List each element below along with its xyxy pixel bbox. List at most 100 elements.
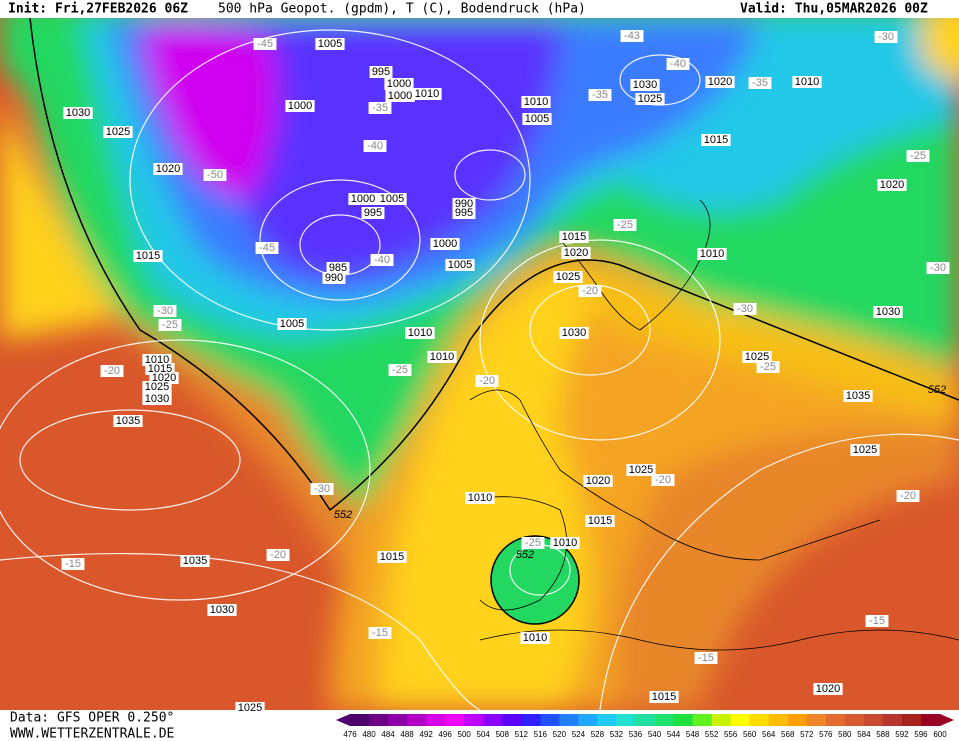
- label-box: [748, 77, 772, 89]
- temperature-label: -40: [367, 140, 383, 152]
- temperature-label: -40: [374, 254, 390, 266]
- label-box: [235, 702, 265, 714]
- label-box: [326, 262, 350, 274]
- label-box: [348, 193, 378, 205]
- temperature-label: -20: [270, 549, 286, 561]
- label-box: [705, 76, 735, 88]
- pressure-label: 1020: [708, 76, 732, 88]
- label-box: [384, 78, 414, 90]
- colorbar-cell: [901, 714, 922, 726]
- label-box: [113, 415, 143, 427]
- pressure-label: 1020: [880, 179, 904, 191]
- temperature-label: -40: [670, 58, 686, 70]
- temperature-label: -35: [752, 77, 768, 89]
- label-box: [521, 96, 551, 108]
- map-title: 500 hPa Geopot. (gpdm), T (C), Bodendruc…: [218, 2, 586, 17]
- colorbar-cell: [483, 714, 503, 726]
- colorbar-tick-label: 556: [724, 730, 738, 739]
- pressure-label: 990: [325, 272, 343, 284]
- temperature-label: -15: [372, 627, 388, 639]
- label-box: [385, 90, 415, 102]
- label-box: [277, 318, 307, 330]
- label-box: [649, 691, 679, 703]
- colorbar-arrow: [336, 714, 350, 726]
- temperature-label: -35: [372, 102, 388, 114]
- colorbar-cell: [806, 714, 827, 726]
- pressure-label: 1015: [588, 515, 612, 527]
- pressure-label: 1030: [145, 393, 169, 405]
- pressure-label: 1030: [562, 327, 586, 339]
- colorbar-cell: [502, 714, 522, 726]
- colorbar-cell: [787, 714, 808, 726]
- temperature-label: -20: [479, 375, 495, 387]
- label-box: [100, 365, 124, 377]
- label-box: [613, 219, 637, 231]
- colorbar-tick-label: 504: [477, 730, 491, 739]
- colorbar-tick-label: 572: [800, 730, 814, 739]
- colorbar-cell: [673, 714, 694, 726]
- label-box: [630, 79, 660, 91]
- label-box: [694, 652, 718, 664]
- colorbar-cell: [768, 714, 789, 726]
- colorbar-cell: [578, 714, 598, 726]
- temperature-label: -25: [617, 219, 633, 231]
- pressure-label: 990: [455, 198, 473, 210]
- data-source: Data: GFS OPER 0.250°: [10, 711, 174, 726]
- label-box: [207, 604, 237, 616]
- pressure-label: 995: [372, 66, 390, 78]
- label-box: [475, 375, 499, 387]
- pressure-label: 1015: [652, 691, 676, 703]
- colorbar-cell: [464, 714, 484, 726]
- colorbar-cell: [749, 714, 770, 726]
- colorbar-tick-label: 552: [705, 730, 719, 739]
- pressure-label: 1015: [380, 551, 404, 563]
- colorbar-tick-label: 568: [781, 730, 795, 739]
- temperature-label: -25: [525, 537, 541, 549]
- pressure-label: 1035: [116, 415, 140, 427]
- colorbar-cell: [388, 714, 408, 726]
- pressure-label: 1025: [745, 351, 769, 363]
- temperature-label: -43: [624, 30, 640, 42]
- colorbar-cell: [654, 714, 675, 726]
- label-box: [368, 627, 392, 639]
- label-box: [153, 163, 183, 175]
- colorbar-cell: [863, 714, 884, 726]
- label-box: [445, 259, 475, 271]
- pressure-label: 1030: [66, 107, 90, 119]
- label-box: [697, 248, 727, 260]
- pressure-label: 1015: [136, 250, 160, 262]
- pressure-label: 1020: [564, 247, 588, 259]
- label-box: [635, 93, 665, 105]
- label-box: [142, 393, 172, 405]
- label-box: [133, 250, 163, 262]
- label-box: [553, 271, 583, 283]
- site-name: WWW.WETTERZENTRALE.DE: [10, 727, 174, 741]
- height-label: 552: [928, 384, 946, 396]
- label-box: [520, 632, 550, 644]
- colorbar-tick-label: 584: [857, 730, 871, 739]
- label-box: [626, 464, 656, 476]
- label-box: [585, 515, 615, 527]
- colorbar-tick-label: 596: [914, 730, 928, 739]
- label-box: [620, 30, 644, 42]
- label-box: [253, 38, 277, 50]
- pressure-label: 1010: [415, 88, 439, 100]
- temperature-label: -25: [162, 319, 178, 331]
- label-box: [874, 31, 898, 43]
- label-box: [756, 361, 780, 373]
- pressure-label: 1010: [553, 537, 577, 549]
- temperature-label: -45: [259, 242, 275, 254]
- label-box: [310, 483, 334, 495]
- temperature-label: -25: [910, 150, 926, 162]
- colorbar-cell: [445, 714, 465, 726]
- colorbar-cell: [882, 714, 903, 726]
- label-box: [465, 492, 495, 504]
- colorbar-tick-label: 588: [876, 730, 890, 739]
- pressure-label: 1015: [704, 134, 728, 146]
- label-box: [877, 179, 907, 191]
- pressure-label: 1025: [106, 126, 130, 138]
- pressure-label: 1020: [156, 163, 180, 175]
- temperature-label: -30: [157, 305, 173, 317]
- label-box: [792, 76, 822, 88]
- pressure-label: 1030: [210, 604, 234, 616]
